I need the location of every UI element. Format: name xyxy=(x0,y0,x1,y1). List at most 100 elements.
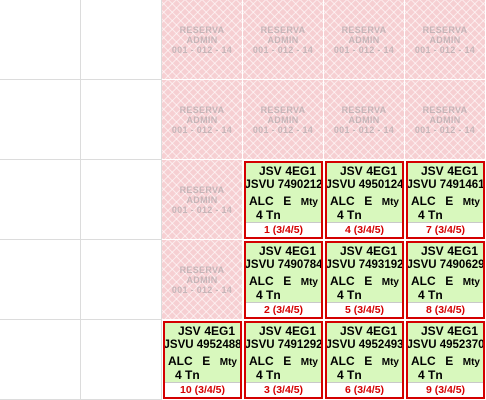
container-number-row: JSVU 4952488 xyxy=(165,338,240,352)
reserved-slot[interactable]: RESERVA ADMIN 001 - 012 - 14 xyxy=(162,160,243,240)
container-terminal: ALC xyxy=(249,194,274,208)
container-weight-row: 4 Tn xyxy=(327,288,402,302)
reserved-label-line2: ADMIN xyxy=(186,194,218,205)
container-number: JSVU 4952370 xyxy=(406,339,485,352)
container-type-row: JSV 4EG1 xyxy=(246,324,321,338)
reserved-label-line1: RESERVA xyxy=(341,24,387,35)
container-type: JSV xyxy=(340,324,363,338)
container-card[interactable]: JSV 4EG1 JSVU 7490212 ALC E Mty 4 Tn 1 (3/4/5) xyxy=(244,161,323,239)
container-number: JSVU 7493192 xyxy=(325,259,404,272)
container-status: E xyxy=(283,274,292,288)
container-weight: 4 Tn xyxy=(256,288,281,302)
container-card[interactable]: JSV 4EG1 JSVU 7490629 ALC E Mty 4 Tn 8 (3/4/5) xyxy=(406,241,485,319)
container-terminal: ALC xyxy=(330,194,355,208)
container-number-row: JSVU 7490629 xyxy=(408,258,483,272)
reserved-label-line1: RESERVA xyxy=(179,104,225,115)
container-type-row: JSV 4EG1 xyxy=(246,164,321,178)
container-terminal: ALC xyxy=(249,274,274,288)
container-number-row: JSVU 7490212 xyxy=(246,178,321,192)
container-card[interactable]: JSV 4EG1 JSVU 7491292 ALC E Mty 4 Tn 3 (3/4/5) xyxy=(244,321,323,399)
container-number: JSVU 7491461 xyxy=(406,179,485,192)
container-card[interactable]: JSV 4EG1 JSVU 7493192 ALC E Mty 4 Tn 5 (3/4/5) xyxy=(325,241,404,319)
container-size-code: 4EG1 xyxy=(366,244,397,258)
container-status-row: ALC E Mty xyxy=(408,272,483,288)
reserved-slot[interactable]: RESERVA ADMIN 001 - 012 - 14 xyxy=(162,240,243,320)
container-status: E xyxy=(283,194,292,208)
reserved-label-line3: 001 - 012 - 14 xyxy=(414,44,476,55)
container-number: JSVU 7490784 xyxy=(244,259,323,272)
reserved-slot[interactable]: RESERVA ADMIN 001 - 012 - 14 xyxy=(405,80,486,160)
reserved-label-line2: ADMIN xyxy=(429,34,461,45)
container-status-row: ALC E Mty xyxy=(246,192,321,208)
reserved-label-line3: 001 - 012 - 14 xyxy=(171,204,233,215)
container-status: E xyxy=(202,354,211,368)
container-slot-label: 10 (3/4/5) xyxy=(165,382,240,397)
container-card[interactable]: JSV 4EG1 JSVU 4952370 ALC E Mty 4 Tn 9 (3/4/5) xyxy=(406,321,485,399)
empty-slot[interactable] xyxy=(0,80,81,160)
container-load: Mty xyxy=(300,277,318,288)
reserved-slot[interactable]: RESERVA ADMIN 001 - 012 - 14 xyxy=(243,0,324,80)
container-size-code: 4EG1 xyxy=(447,324,478,338)
container-status: E xyxy=(445,354,454,368)
container-size-code: 4EG1 xyxy=(366,324,397,338)
reserved-label-line3: 001 - 012 - 14 xyxy=(252,124,314,135)
reserved-slot[interactable]: RESERVA ADMIN 001 - 012 - 14 xyxy=(243,80,324,160)
reserved-label-line2: ADMIN xyxy=(186,34,218,45)
container-card[interactable]: JSV 4EG1 JSVU 4950124 ALC E Mty 4 Tn 4 (3/4/5) xyxy=(325,161,404,239)
container-status-row: ALC E Mty xyxy=(246,352,321,368)
container-load: Mty xyxy=(219,357,237,368)
container-status-row: ALC E Mty xyxy=(165,352,240,368)
empty-slot[interactable] xyxy=(0,320,81,400)
container-number-row: JSVU 4952370 xyxy=(408,338,483,352)
container-slot-label: 6 (3/4/5) xyxy=(327,382,402,397)
container-card[interactable]: JSV 4EG1 JSVU 4952488 ALC E Mty 4 Tn 10 (3/4/5) xyxy=(163,321,242,399)
container-card[interactable]: JSV 4EG1 JSVU 7491461 ALC E Mty 4 Tn 7 (3/4/5) xyxy=(406,161,485,239)
empty-slot[interactable] xyxy=(81,320,162,400)
container-status-row: ALC E Mty xyxy=(246,272,321,288)
container-status: E xyxy=(364,274,373,288)
container-type-row: JSV 4EG1 xyxy=(327,164,402,178)
reserved-slot[interactable]: RESERVA ADMIN 001 - 012 - 14 xyxy=(162,80,243,160)
reserved-label-line2: ADMIN xyxy=(348,34,380,45)
empty-slot[interactable] xyxy=(81,0,162,80)
reserved-slot[interactable]: RESERVA ADMIN 001 - 012 - 14 xyxy=(324,0,405,80)
empty-slot[interactable] xyxy=(81,160,162,240)
empty-slot[interactable] xyxy=(0,160,81,240)
reserved-label-line3: 001 - 012 - 14 xyxy=(333,124,395,135)
empty-slot[interactable] xyxy=(0,240,81,320)
container-type: JSV xyxy=(340,164,363,178)
container-terminal: ALC xyxy=(411,354,436,368)
container-number: JSVU 7490212 xyxy=(244,179,323,192)
reserved-label-line3: 001 - 012 - 14 xyxy=(414,124,476,135)
container-status-row: ALC E Mty xyxy=(408,192,483,208)
container-status-row: ALC E Mty xyxy=(408,352,483,368)
container-number-row: JSVU 4952493 xyxy=(327,338,402,352)
container-status: E xyxy=(283,354,292,368)
container-type: JSV xyxy=(178,324,201,338)
container-terminal: ALC xyxy=(411,194,436,208)
container-card[interactable]: JSV 4EG1 JSVU 7490784 ALC E Mty 4 Tn 2 (3/4/5) xyxy=(244,241,323,319)
reserved-slot[interactable]: RESERVA ADMIN 001 - 012 - 14 xyxy=(324,80,405,160)
container-type-row: JSV 4EG1 xyxy=(408,164,483,178)
reserved-label-line1: RESERVA xyxy=(179,24,225,35)
container-weight-row: 4 Tn xyxy=(165,368,240,382)
container-terminal: ALC xyxy=(249,354,274,368)
container-type: JSV xyxy=(259,324,282,338)
reserved-label-line3: 001 - 012 - 14 xyxy=(333,44,395,55)
container-weight-row: 4 Tn xyxy=(246,288,321,302)
container-number: JSVU 7490629 xyxy=(406,259,485,272)
reserved-slot[interactable]: RESERVA ADMIN 001 - 012 - 14 xyxy=(405,0,486,80)
reserved-label-line2: ADMIN xyxy=(267,114,299,125)
container-status: E xyxy=(364,354,373,368)
container-load: Mty xyxy=(381,197,399,208)
reserved-slot[interactable]: RESERVA ADMIN 001 - 012 - 14 xyxy=(162,0,243,80)
container-card[interactable]: JSV 4EG1 JSVU 4952493 ALC E Mty 4 Tn 6 (3/4/5) xyxy=(325,321,404,399)
container-terminal: ALC xyxy=(330,274,355,288)
container-load: Mty xyxy=(300,357,318,368)
empty-slot[interactable] xyxy=(0,0,81,80)
container-slot-label: 7 (3/4/5) xyxy=(408,222,483,237)
container-size-code: 4EG1 xyxy=(285,244,316,258)
empty-slot[interactable] xyxy=(81,240,162,320)
empty-slot[interactable] xyxy=(81,80,162,160)
container-number-row: JSVU 7490784 xyxy=(246,258,321,272)
